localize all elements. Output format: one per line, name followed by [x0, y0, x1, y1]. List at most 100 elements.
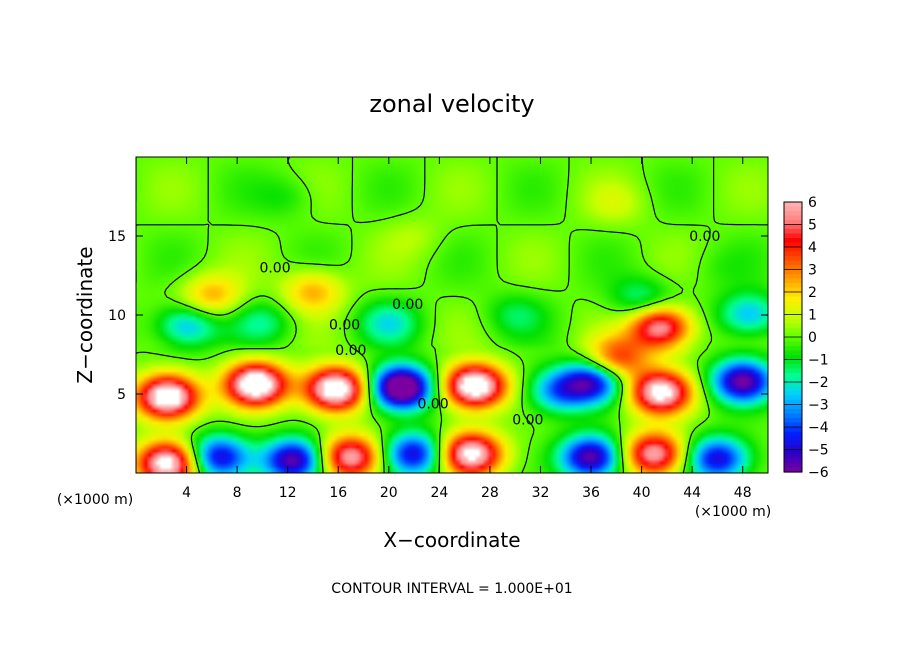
colorbar-swatch	[784, 211, 802, 217]
colorbar-tick-label: 2	[808, 285, 817, 301]
colorbar-tick-label: 1	[808, 308, 817, 324]
colorbar-swatch	[784, 215, 802, 221]
y-tick-label: 15	[108, 229, 126, 245]
x-tick-label: 28	[481, 485, 499, 501]
colorbar-swatch	[784, 395, 802, 401]
x-tick-label: 48	[734, 485, 752, 501]
colorbar-swatch	[784, 431, 802, 437]
contour-label: 0.00	[329, 317, 360, 333]
y-tick-label: 10	[108, 308, 126, 324]
colorbar-tick-label: 4	[808, 240, 817, 256]
colorbar-swatch	[784, 409, 802, 415]
colorbar-swatch	[784, 386, 802, 392]
x-tick-label: 8	[233, 485, 242, 501]
x-tick-label: 44	[683, 485, 701, 501]
velocity-field-image	[136, 157, 768, 473]
colorbar-tick-label: −2	[808, 375, 829, 391]
x-tick-label: 12	[279, 485, 297, 501]
contour-interval-note: CONTOUR INTERVAL = 1.000E+01	[331, 581, 572, 597]
colorbar-swatch	[784, 269, 802, 275]
colorbar-tick-label: −6	[808, 465, 829, 481]
colorbar-swatch	[784, 355, 802, 361]
colorbar-tick-label: 6	[808, 195, 817, 211]
colorbar-swatch	[784, 274, 802, 280]
colorbar-swatch	[784, 310, 802, 316]
colorbar-tick-label: −4	[808, 420, 829, 436]
colorbar-swatch	[784, 229, 802, 235]
x-tick-label: 20	[380, 485, 398, 501]
colorbar-swatch	[784, 292, 802, 298]
colorbar-swatch	[784, 467, 802, 473]
contour-label: 0.00	[417, 396, 448, 412]
colorbar-swatch	[784, 224, 802, 230]
colorbar-swatch	[784, 319, 802, 325]
colorbar-swatch	[784, 440, 802, 446]
colorbar-swatch	[784, 377, 802, 383]
colorbar-swatch	[784, 242, 802, 248]
colorbar-tick-label: −1	[808, 353, 829, 369]
colorbar-swatch	[784, 337, 802, 343]
colorbar-swatch	[784, 278, 802, 284]
colorbar-swatch	[784, 238, 802, 244]
colorbar-swatch	[784, 368, 802, 374]
colorbar: 6 5 4 3 2 1 0 −1 −2 −3 −4 −5 −6	[783, 195, 829, 481]
x-tick-label: 4	[182, 485, 191, 501]
colorbar-swatch	[784, 247, 802, 253]
x-tick-label: 24	[430, 485, 448, 501]
colorbar-swatch	[784, 202, 802, 208]
colorbar-swatch	[784, 314, 802, 320]
colorbar-swatch	[784, 283, 802, 289]
colorbar-swatch	[784, 418, 802, 424]
colorbar-swatch	[784, 265, 802, 271]
colorbar-swatch	[784, 341, 802, 347]
contour-label: 0.00	[689, 229, 720, 245]
colorbar-swatch	[784, 328, 802, 334]
x-tick-label: 36	[582, 485, 600, 501]
zero-contour-line	[136, 157, 768, 473]
colorbar-swatch	[784, 301, 802, 307]
colorbar-tick-label: −3	[808, 398, 829, 414]
colorbar-tick-label: 5	[808, 218, 817, 234]
contour-label: 0.00	[392, 297, 423, 313]
colorbar-swatch	[784, 364, 802, 370]
chart-title: zonal velocity	[369, 90, 534, 118]
colorbar-swatch	[784, 427, 802, 433]
colorbar-tick-label: 3	[808, 263, 817, 279]
x-unit-label-right: (×1000 m)	[695, 504, 771, 520]
colorbar-swatch	[784, 458, 802, 464]
colorbar-swatch	[784, 323, 802, 329]
contour-labels: 0.00 0.00 0.00 0.00 0.00 0.00 0.00	[259, 229, 720, 428]
colorbar-swatch	[784, 350, 802, 356]
contour-label: 0.00	[335, 343, 366, 359]
colorbar-swatch	[784, 296, 802, 302]
x-axis-ticks: 4 8 12 16 20 24 28 32 36 40 44 48	[182, 157, 752, 501]
colorbar-swatch	[784, 373, 802, 379]
heatmap-field	[136, 157, 768, 473]
x-tick-label: 16	[329, 485, 347, 501]
colorbar-swatch	[784, 206, 802, 212]
colorbar-swatch	[784, 382, 802, 388]
y-axis-ticks: 5 10 15	[108, 229, 768, 403]
zero-contours	[136, 157, 768, 473]
colorbar-swatch	[784, 422, 802, 428]
y-axis-label: Z−coordinate	[73, 246, 97, 383]
colorbar-tick-label: 0	[808, 330, 817, 346]
colorbar-swatch	[784, 463, 802, 469]
colorbar-swatch	[784, 436, 802, 442]
x-unit-label-left: (×1000 m)	[57, 492, 133, 508]
colorbar-swatch	[784, 445, 802, 451]
colorbar-swatch	[784, 256, 802, 262]
colorbar-swatch	[784, 260, 802, 266]
colorbar-swatch	[784, 400, 802, 406]
colorbar-swatch	[784, 454, 802, 460]
colorbar-swatch	[784, 233, 802, 239]
colorbar-swatch	[784, 287, 802, 293]
colorbar-tick-label: −5	[808, 443, 829, 459]
colorbar-swatch	[784, 404, 802, 410]
colorbar-swatch	[784, 251, 802, 257]
colorbar-swatch	[784, 449, 802, 455]
x-tick-label: 32	[532, 485, 550, 501]
x-axis-label: X−coordinate	[383, 528, 520, 552]
colorbar-swatch	[784, 346, 802, 352]
